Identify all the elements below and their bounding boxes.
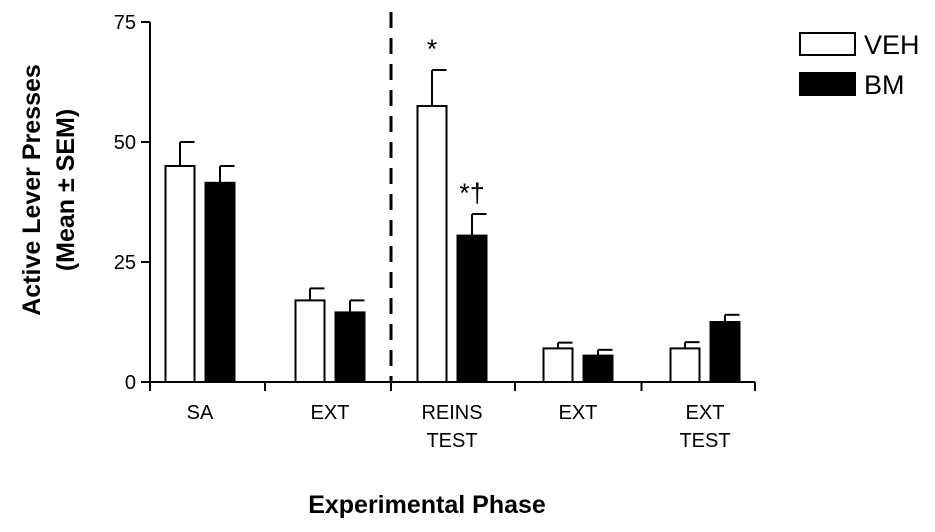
bar-veh [416, 105, 448, 383]
bar-bm [204, 181, 236, 383]
legend-swatch [799, 32, 856, 56]
bar-bm [456, 234, 488, 383]
y-axis-title-line: Active Lever Presses [18, 64, 46, 316]
category-label: EXT [559, 402, 598, 424]
category-label: TEST [679, 430, 730, 452]
bar-veh [164, 165, 196, 383]
x-axis-title: Experimental Phase [308, 491, 546, 519]
category-label: EXT [311, 402, 350, 424]
y-axis: 0 25 50 75 [114, 12, 151, 394]
y-tick-label: 75 [114, 12, 136, 34]
category-label: EXT [686, 402, 725, 424]
category-label: TEST [426, 430, 477, 452]
significance-label: *† [459, 178, 485, 208]
x-axis: SA EXT REINS TEST EXT EXT TEST [149, 12, 756, 452]
bar-bm [334, 311, 366, 383]
bar-veh [294, 299, 326, 383]
y-tick-label: 0 [125, 372, 136, 394]
y-axis-title-line: (Mean ± SEM) [52, 109, 80, 271]
y-axis-title: Active Lever Presses (Mean ± SEM) [18, 64, 80, 316]
category-label: SA [187, 402, 214, 424]
y-tick-label: 25 [114, 252, 136, 274]
legend: VEH BM [799, 30, 920, 100]
category-label: REINS [421, 402, 482, 424]
bar-veh [542, 347, 574, 383]
y-tick-label: 50 [114, 132, 136, 154]
significance-label: * [427, 34, 438, 64]
bar-bm [582, 354, 614, 384]
legend-label: BM [864, 70, 905, 100]
bar-bm [709, 321, 741, 383]
legend-label: VEH [864, 30, 920, 60]
bars: * *† [164, 34, 741, 384]
legend-swatch [799, 72, 856, 96]
bar-veh [669, 347, 701, 383]
